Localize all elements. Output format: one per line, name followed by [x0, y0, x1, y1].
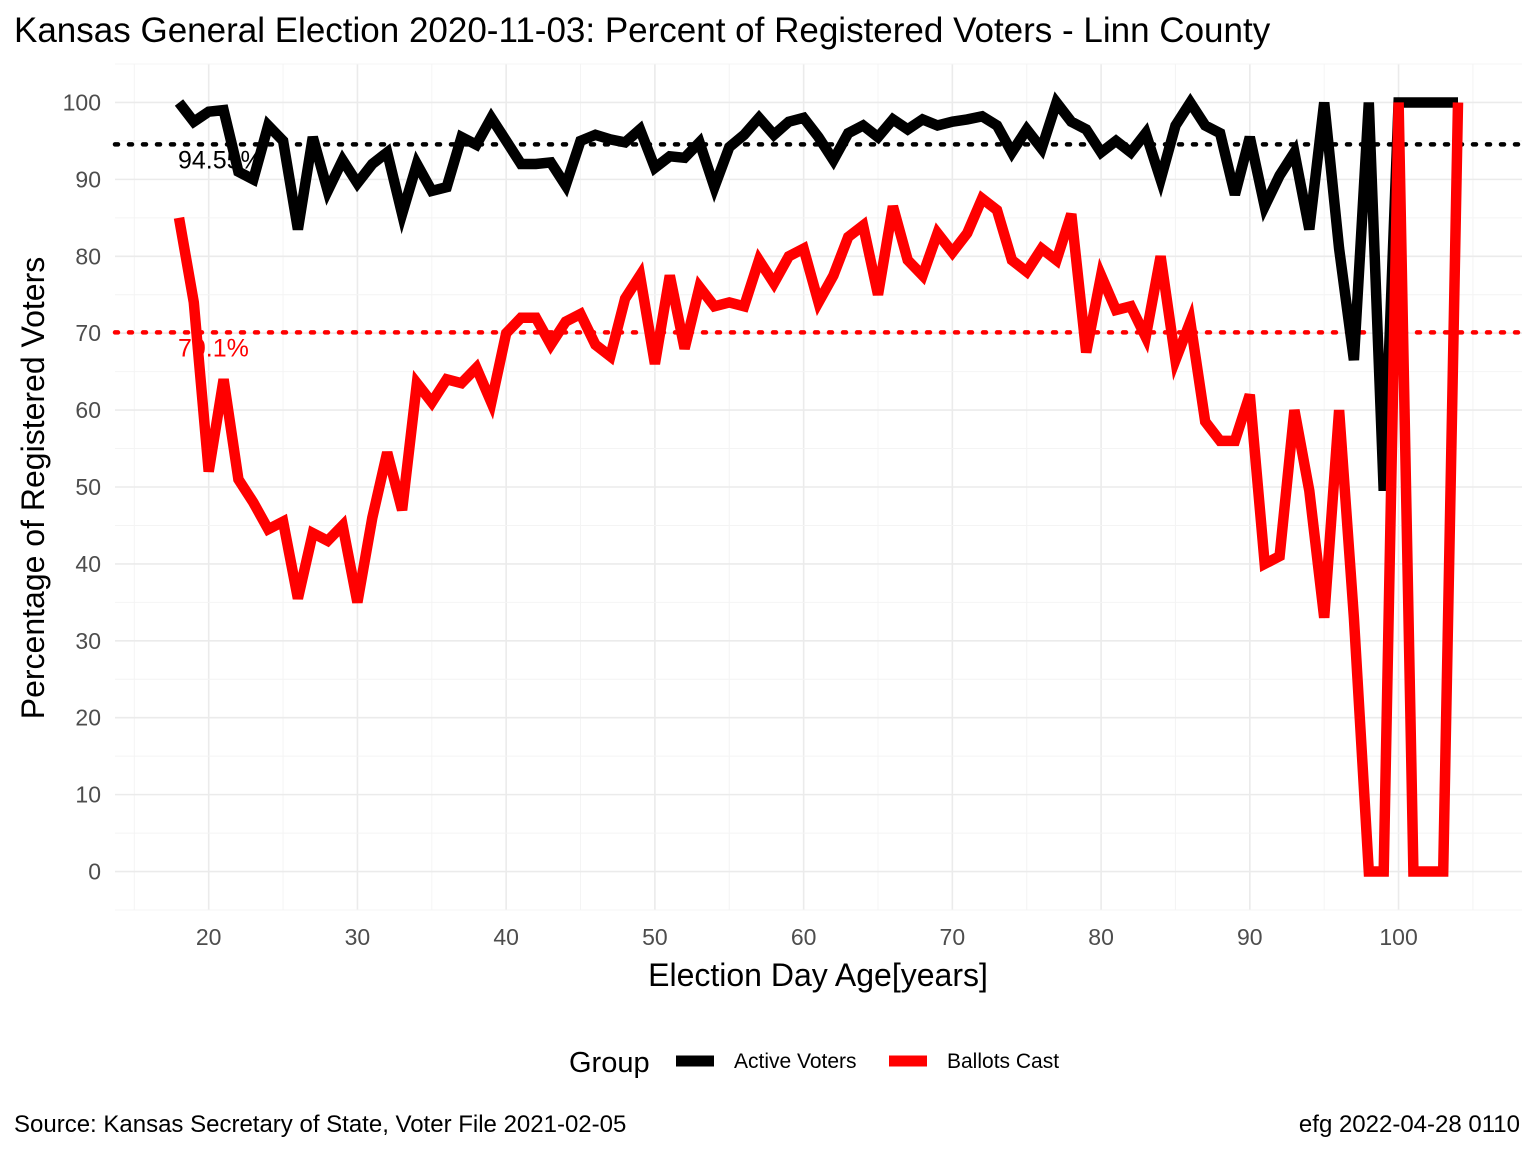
reference-label: 94.55% [178, 146, 263, 174]
y-tick-label: 0 [88, 859, 101, 885]
y-tick-label: 20 [75, 705, 101, 731]
x-axis-title: Election Day Age[years] [648, 957, 988, 993]
x-tick-label: 20 [196, 924, 222, 950]
x-tick-label: 80 [1088, 924, 1114, 950]
chart-title: Kansas General Election 2020-11-03: Perc… [14, 11, 1271, 50]
y-tick-label: 100 [63, 89, 101, 115]
y-tick-label: 10 [75, 782, 101, 808]
x-tick-label: 90 [1237, 924, 1263, 950]
series-line-ballots-cast [173, 102, 1464, 877]
y-tick-label: 90 [75, 166, 101, 192]
x-tick-label: 70 [940, 924, 966, 950]
series-line-active-voters [174, 91, 1458, 492]
legend: Group Active Voters Ballots Cast [569, 1047, 1059, 1079]
y-axis-ticks: 0 10 20 30 40 50 60 70 80 90 100 [63, 89, 101, 884]
caption-credit: efg 2022-04-28 0110 [1299, 1111, 1520, 1138]
x-tick-label: 50 [642, 924, 668, 950]
legend-label-ballots-cast: Ballots Cast [947, 1050, 1059, 1073]
x-tick-label: 100 [1379, 924, 1417, 950]
caption-source: Source: Kansas Secretary of State, Voter… [14, 1111, 626, 1138]
series-lines [173, 91, 1464, 877]
reference-labels: 94.55% 70.1% [178, 146, 263, 362]
legend-label-active-voters: Active Voters [734, 1050, 857, 1073]
legend-title: Group [569, 1047, 650, 1079]
y-tick-label: 80 [75, 243, 101, 269]
x-tick-label: 30 [345, 924, 371, 950]
y-axis-title: Percentage of Registered Voters [15, 257, 51, 720]
grid [115, 63, 1522, 911]
x-tick-label: 60 [791, 924, 817, 950]
y-tick-label: 70 [75, 320, 101, 346]
y-tick-label: 30 [75, 628, 101, 654]
y-tick-label: 40 [75, 551, 101, 577]
reference-label: 70.1% [178, 334, 249, 362]
y-tick-label: 50 [75, 474, 101, 500]
x-tick-label: 40 [493, 924, 519, 950]
y-tick-label: 60 [75, 397, 101, 423]
x-axis-ticks: 20 30 40 50 60 70 80 90 100 [196, 924, 1418, 950]
